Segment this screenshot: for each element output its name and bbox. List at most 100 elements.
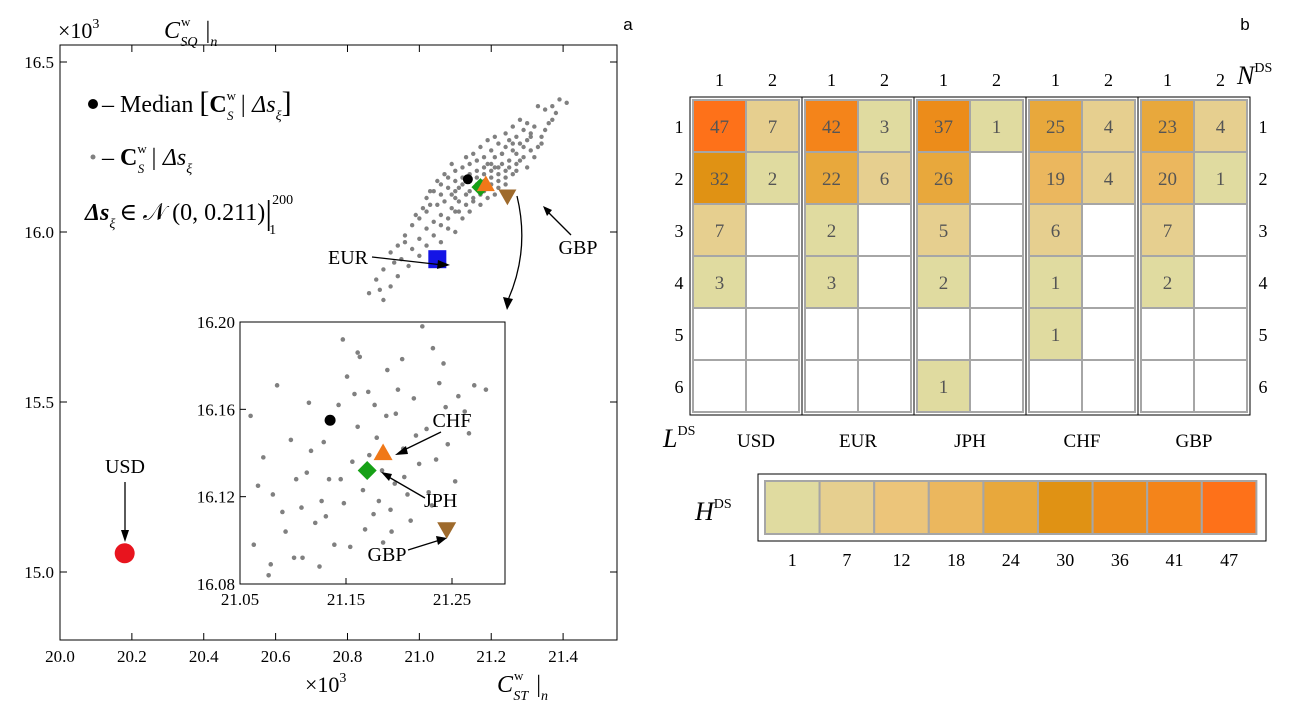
x-multiplier: ×103 — [305, 671, 346, 697]
sample-point — [517, 141, 523, 146]
inset-sample-point — [471, 383, 477, 388]
inset-y-ticks: 16.08 16.12 16.16 16.20 — [197, 313, 246, 594]
heatmap-row-tick-left: 5 — [675, 325, 684, 345]
inset-sample-point — [483, 387, 489, 392]
heatmap-cell-value: 32 — [710, 169, 729, 190]
sample-point — [453, 195, 458, 201]
colorbar-tick-label: 41 — [1166, 550, 1184, 570]
sample-point — [453, 209, 458, 214]
sample-point — [388, 250, 393, 255]
inset-sample-point — [429, 503, 435, 508]
legend-dist-sub: 1 — [269, 223, 276, 238]
sample-point — [453, 229, 458, 235]
heatmap-cell — [1081, 359, 1136, 413]
sample-point — [424, 226, 429, 231]
inset-sample-point — [357, 354, 363, 360]
scatter-frame — [59, 44, 618, 641]
sample-point — [453, 189, 458, 194]
y-tick-label: 15.5 — [24, 393, 54, 412]
sample-point — [438, 240, 444, 245]
heatmap-column-tick: 1 — [1163, 70, 1172, 90]
x-ticks: 20.0 20.2 20.4 20.6 20.8 21.0 21.2 21.4 — [45, 45, 578, 666]
x-label-sup: w — [514, 668, 524, 683]
sample-point — [395, 243, 400, 248]
sample-point — [445, 226, 451, 231]
sample-point — [535, 104, 541, 109]
colorbar-swatch — [818, 480, 876, 535]
inset-gbp-arrow — [407, 539, 441, 551]
inset-sample-point — [248, 413, 253, 419]
heatmap-cell — [1140, 99, 1195, 153]
h-ds-sup: DS — [714, 497, 732, 512]
inset-sample-point — [392, 481, 398, 486]
heatmap-cell — [1140, 203, 1195, 257]
colorbar-tick-label: 18 — [947, 550, 965, 570]
x-tick-label: 20.2 — [117, 647, 147, 666]
y-label-sub: SQ — [180, 35, 197, 50]
x-label-main: C — [497, 672, 514, 698]
l-ds-label: LDS — [662, 424, 695, 453]
sample-point — [499, 161, 505, 167]
sample-point — [546, 121, 551, 126]
heatmap-cell-value: 7 — [715, 221, 725, 242]
inset-sample-point — [312, 520, 318, 526]
inset-marker-gbp — [437, 522, 457, 539]
inset-y-tick-label: 16.20 — [197, 313, 235, 332]
heatmap-column-tick: 2 — [992, 70, 1001, 90]
x-tick-label: 21.4 — [548, 647, 578, 666]
inset-sample-point — [270, 492, 276, 497]
sample-point — [496, 172, 501, 177]
sample-points — [366, 97, 569, 303]
n-ds-sup: DS — [1254, 61, 1272, 76]
scatter-panel: 20.0 20.2 20.4 20.6 20.8 21.0 21.2 21.4 15.015.… — [24, 14, 633, 704]
x-tick-label: 20.6 — [261, 647, 291, 666]
inset-sample-point — [430, 345, 436, 351]
inset-sample-point — [376, 498, 382, 504]
inset-sample-point — [405, 492, 410, 497]
heatmap-cell-value: 37 — [934, 117, 953, 138]
sample-point — [496, 185, 501, 190]
inset-sample-point — [413, 433, 419, 438]
heatmap-cell — [1028, 151, 1083, 205]
colorbar-swatch — [1200, 480, 1258, 535]
sample-point — [413, 212, 418, 218]
sample-point — [492, 192, 498, 197]
heatmap-cell — [692, 203, 747, 257]
heatmap-column-tick: 1 — [715, 70, 724, 90]
heatmap-cell-value: 47 — [710, 117, 729, 138]
sample-point — [402, 233, 408, 238]
inset-sample-point — [308, 448, 314, 454]
inset-chf-arrow — [401, 431, 442, 452]
sample-point — [460, 216, 465, 221]
sample-point — [517, 117, 523, 123]
inset-y-tick-label: 16.08 — [197, 575, 235, 594]
heatmap-cell-value: 1 — [939, 377, 949, 398]
inset-currency-markers — [324, 414, 457, 539]
heatmap-row-tick-left: 4 — [675, 273, 684, 293]
heatmap-cell — [1028, 203, 1083, 257]
sample-point — [489, 161, 494, 167]
eur-arrow-head — [437, 260, 450, 269]
sample-point — [492, 134, 498, 139]
x-label-sub: ST — [513, 689, 529, 704]
l-ds-main: L — [662, 424, 677, 453]
inset-sample-point — [288, 437, 294, 443]
inset-sample-point — [268, 562, 274, 567]
sample-point — [456, 199, 462, 204]
sample-point — [402, 240, 408, 245]
sample-point — [449, 192, 454, 197]
sample-point — [557, 97, 562, 102]
heatmap-cell-value: 4 — [1104, 117, 1114, 138]
inset-sample-point — [426, 490, 431, 495]
heatmap-cell — [745, 255, 800, 309]
sample-point — [528, 148, 533, 153]
inset-sample-point — [291, 555, 297, 561]
x-mult-text: ×10 — [305, 672, 339, 697]
heatmap-cell — [804, 99, 859, 153]
sample-point — [435, 202, 440, 207]
legend-median-bracket-close: ] — [282, 86, 292, 119]
sample-point — [532, 155, 537, 160]
sample-point — [438, 212, 444, 218]
inset-sample-point — [452, 479, 458, 484]
